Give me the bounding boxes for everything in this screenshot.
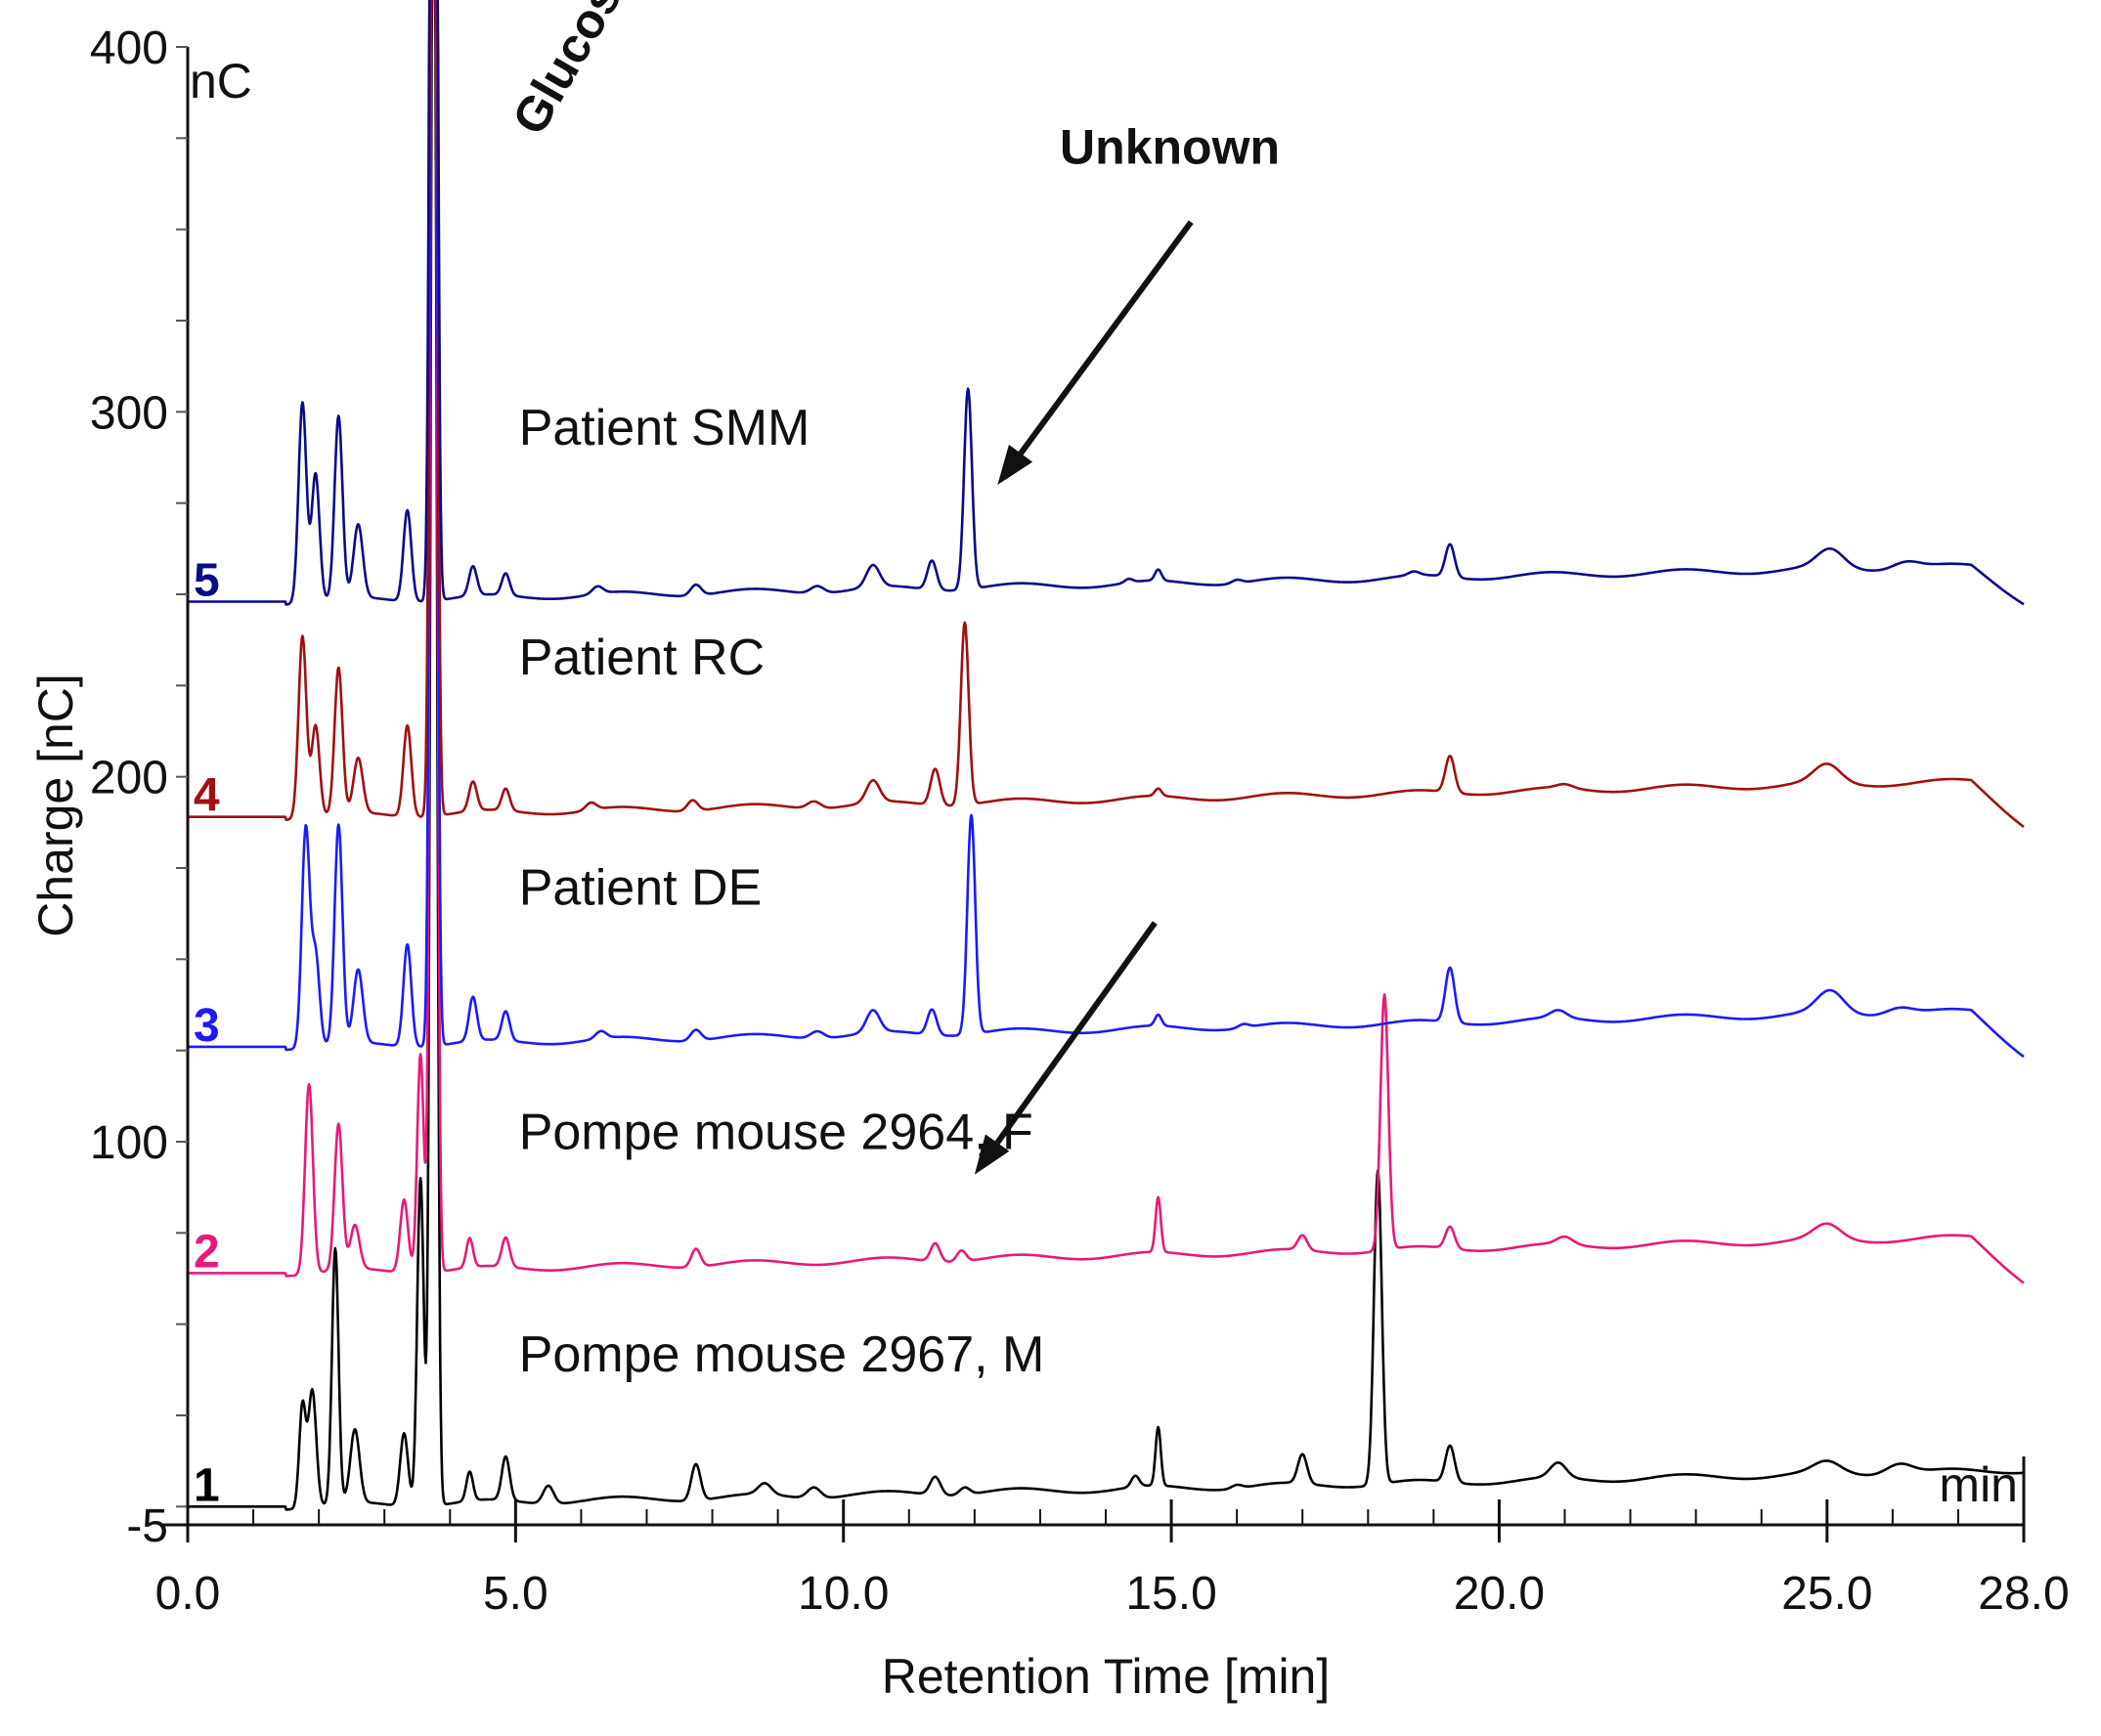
trace-1 [187, 0, 2025, 1511]
y-unit-label: nC [190, 54, 252, 108]
y-tick-labels: -5 100 200 300 400 [90, 22, 168, 1552]
arrow-group [974, 220, 1194, 1175]
trace-number-1: 1 [194, 1459, 220, 1511]
y-tick-label: 200 [90, 753, 168, 804]
y-tick-label: 100 [90, 1117, 168, 1169]
trace-label-1: Pompe mouse 2967, M [519, 1326, 1045, 1383]
x-unit-label: min [1939, 1457, 2018, 1512]
x-tick-label: 10.0 [798, 1568, 889, 1620]
y-minor-ticks [176, 46, 188, 1508]
y-tick-label: 300 [90, 387, 168, 439]
trace-label-5: Patient SMM [519, 400, 810, 456]
arrow-head [974, 1134, 1010, 1175]
trace-5 [187, 0, 2025, 606]
x-tick-label: 28.0 [1978, 1568, 2069, 1620]
trace-number-4: 4 [194, 770, 220, 822]
arrow-shaft [994, 921, 1158, 1145]
trace-label-group: 1 Pompe mouse 2967, M 2 Pompe mouse 2964, F… [194, 400, 1044, 1511]
x-tick-label: 15.0 [1125, 1568, 1216, 1620]
x-axis-title: Retention Time [min] [882, 1649, 1331, 1704]
x-tick-label: 5.0 [483, 1568, 548, 1620]
trace-4 [187, 0, 2025, 828]
y-tick-label: -5 [126, 1500, 168, 1552]
trace-number-2: 2 [194, 1226, 220, 1278]
unknown-annotation: Unknown [1060, 119, 1280, 174]
y-tick-label: 400 [90, 22, 168, 74]
trace-number-3: 3 [194, 1000, 220, 1052]
trace-group [187, 0, 2025, 1511]
arrow-shaft [1018, 220, 1194, 456]
trace-label-4: Patient RC [519, 629, 765, 686]
trace-label-3: Patient DE [519, 859, 763, 916]
x-tick-labels: 0.0 5.0 10.0 15.0 20.0 25.0 28.0 [155, 1568, 2070, 1620]
x-tick-label: 0.0 [155, 1568, 221, 1620]
x-tick-label: 25.0 [1781, 1568, 1872, 1620]
x-tick-label: 20.0 [1454, 1568, 1545, 1620]
trace-2 [187, 0, 2025, 1284]
trace-3 [187, 0, 2025, 1059]
trace-label-2: Pompe mouse 2964, F [519, 1104, 1033, 1160]
arrow-head [997, 444, 1033, 485]
x-minor-ticks [186, 1499, 2026, 1542]
trace-number-5: 5 [194, 554, 220, 606]
y-axis-title: Charge [nC] [28, 673, 83, 937]
axes-group: -5 100 200 300 400 0.0 5.0 10.0 15.0 20.0 25.0 28.… [90, 22, 2070, 1620]
